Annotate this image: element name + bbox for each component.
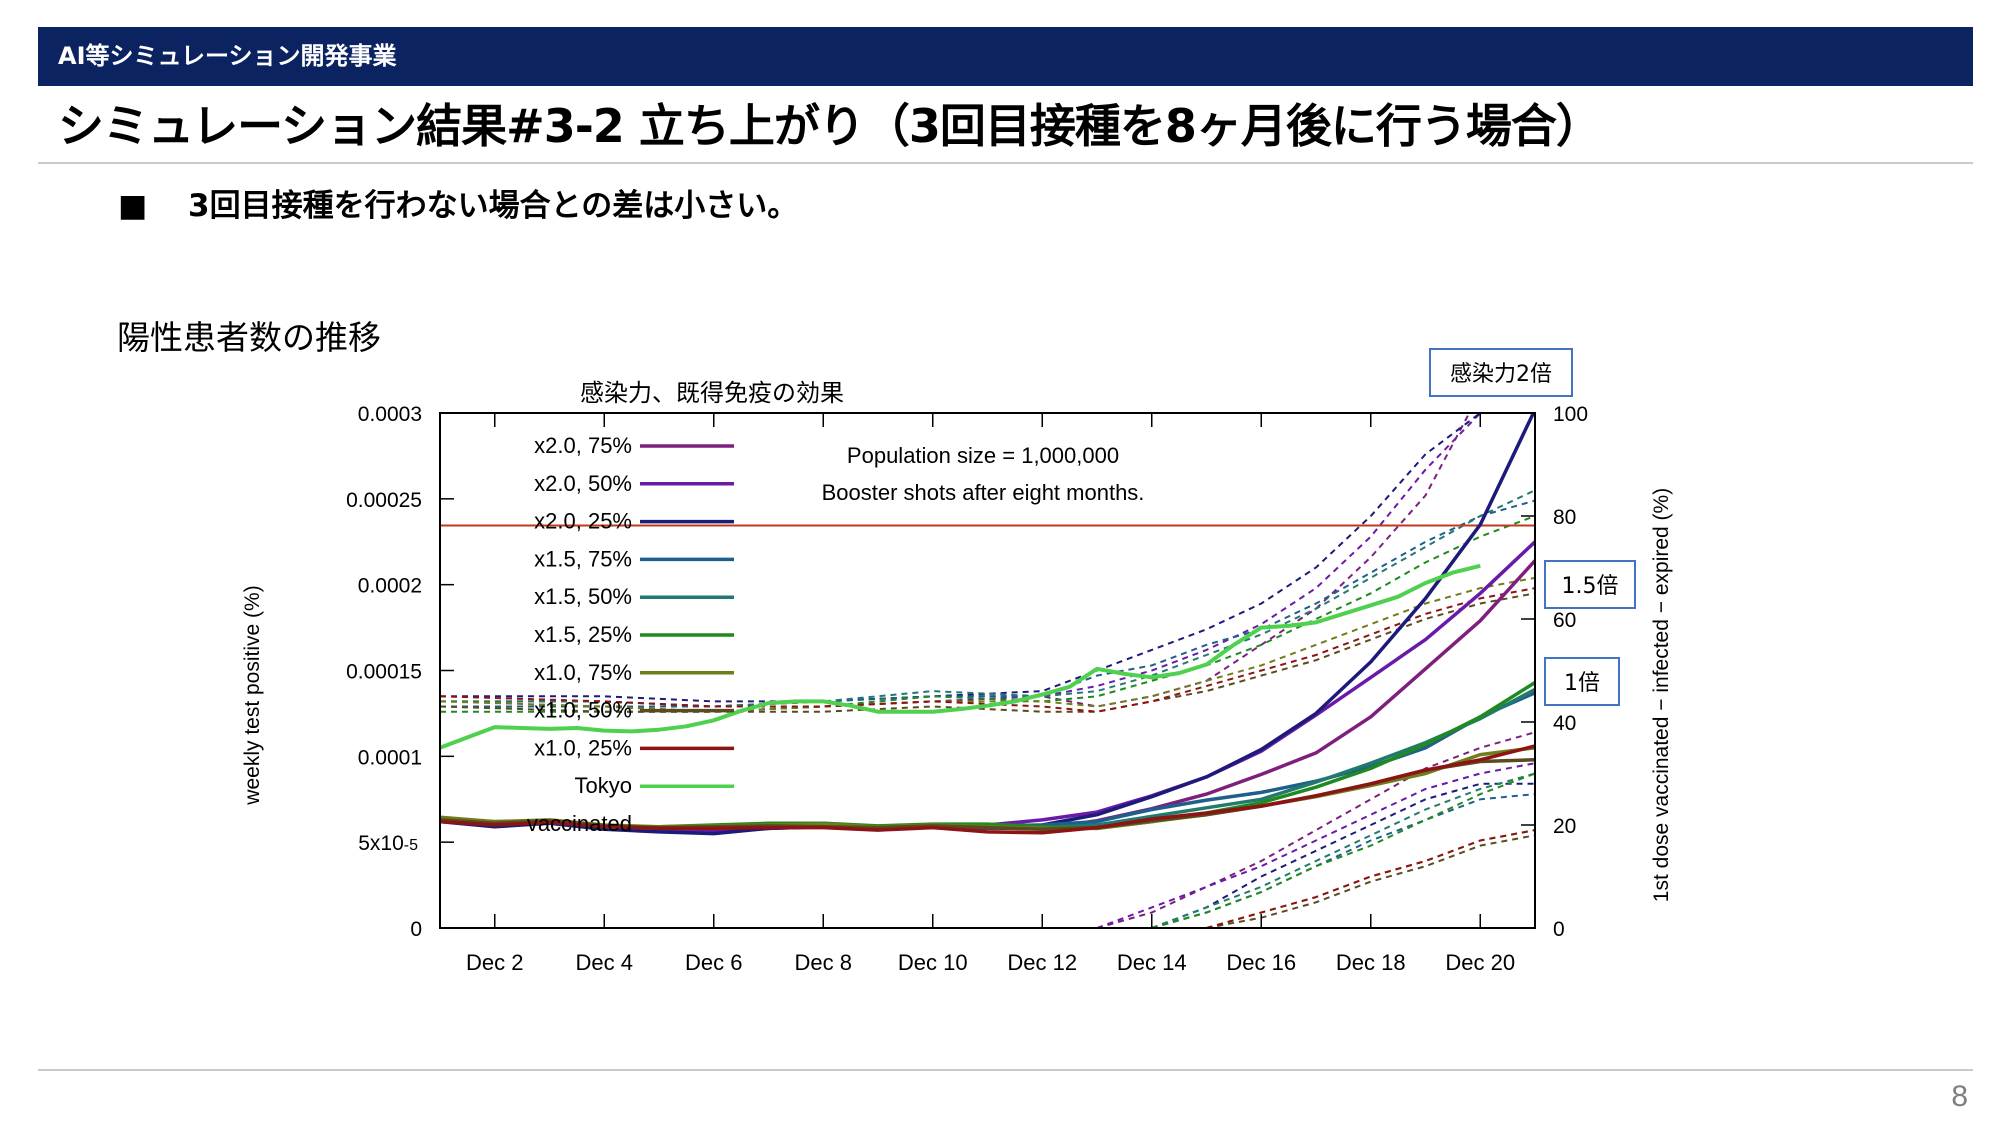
y-left-tick-label: 0.00025 xyxy=(346,489,422,512)
y-right-tick-label: 100 xyxy=(1553,403,1588,426)
legend-label: x1.5, 50% xyxy=(534,584,632,609)
chart-subtitle: 感染力、既得免疫の効果 xyxy=(580,379,844,407)
legend-label: x1.5, 75% xyxy=(534,546,632,571)
x-tick-label: Dec 18 xyxy=(1336,950,1406,975)
vaccinated-line-lower xyxy=(1151,782,1535,928)
y-right-tick-label: 60 xyxy=(1553,609,1576,632)
x-tick-label: Dec 12 xyxy=(1007,950,1077,975)
legend-label: Tokyo xyxy=(575,773,632,798)
axes: 0 5x10-5 0.0001 0.00015 0.0002 0.00025 0.0003 0… xyxy=(346,403,1588,975)
title-divider xyxy=(38,162,1973,164)
series-line-8 xyxy=(440,744,1535,835)
y-left-tick-label: 0.00015 xyxy=(346,661,422,684)
x-tick-label: Dec 10 xyxy=(898,950,968,975)
page-number: 8 xyxy=(1951,1080,1968,1113)
bullet-point: ■ 3回目接種を行わない場合との差は小さい。 xyxy=(118,186,798,226)
x-tick-label: Dec 8 xyxy=(795,950,852,975)
vaccinated-line-upper xyxy=(440,413,1482,713)
legend-label: x1.0, 50% xyxy=(534,698,632,723)
callout-1-5x-label: 1.5倍 xyxy=(1562,574,1619,599)
x-tick-label: Dec 2 xyxy=(466,950,523,975)
footer-divider xyxy=(38,1069,1973,1071)
callout-2x: 感染力2倍 xyxy=(1429,348,1573,397)
legend-label: x1.5, 25% xyxy=(534,622,632,647)
x-tick-label: Dec 16 xyxy=(1226,950,1296,975)
vaccinated-line-lower xyxy=(1151,772,1535,928)
vaccinated-line-lower xyxy=(1151,772,1535,928)
vaccinated-line-lower xyxy=(1206,829,1535,928)
callout-1-5x: 1.5倍 xyxy=(1544,560,1636,609)
y-left-tick-label: 0.0002 xyxy=(358,575,422,598)
callout-1x-label: 1倍 xyxy=(1564,671,1600,696)
y-right-tick-label: 0 xyxy=(1553,918,1565,941)
header-banner: AI等シミュレーション開発事業 xyxy=(38,27,1973,86)
y-left-tick-label: 0 xyxy=(410,918,422,941)
y-left-tick-label: 0.0001 xyxy=(358,746,422,769)
vaccinated-line-lower xyxy=(1096,731,1535,928)
y-axis-left-label: weekly test positive (%) xyxy=(241,585,264,805)
callout-1x: 1倍 xyxy=(1544,657,1620,706)
legend-label: x2.0, 50% xyxy=(534,471,632,496)
legend-label: x1.0, 25% xyxy=(534,735,632,760)
y-right-tick-label: 80 xyxy=(1553,506,1576,529)
x-tick-label: Dec 14 xyxy=(1117,950,1187,975)
series-line-9 xyxy=(440,563,1481,750)
annotation-population: Population size = 1,000,000 xyxy=(847,443,1119,468)
x-tick-label: Dec 6 xyxy=(685,950,742,975)
legend-label: x2.0, 75% xyxy=(534,433,632,458)
y-left-tick-label: 5x10-5 xyxy=(358,832,418,855)
x-tick-label: Dec 4 xyxy=(576,950,633,975)
y-left-tick-label: 0.0003 xyxy=(358,403,422,426)
chart-heading: 陽性患者数の推移 xyxy=(117,318,381,357)
callout-2x-label: 感染力2倍 xyxy=(1450,362,1552,387)
slide-title: シミュレーション結果#3-2 立ち上がり（3回目接種を8ヶ月後に行う場合） xyxy=(58,99,1602,153)
banner-label: AI等シミュレーション開発事業 xyxy=(58,42,397,70)
legend-label-vaccinated: vaccinated xyxy=(527,811,632,836)
x-tick-label: Dec 20 xyxy=(1445,950,1515,975)
legend: x2.0, 75% x2.0, 50% x2.0, 25% x1.5, 75% x1.5… xyxy=(527,433,734,836)
vaccinated-line-lower xyxy=(1096,762,1535,928)
y-right-tick-label: 40 xyxy=(1553,712,1576,735)
series-lines xyxy=(440,413,1535,928)
square-bullet-icon: ■ xyxy=(118,188,148,224)
legend-label: x1.0, 75% xyxy=(534,660,632,685)
annotation-booster: Booster shots after eight months. xyxy=(822,480,1145,505)
y-axis-right-label: 1st dose vaccinated − infected − expired… xyxy=(1650,488,1673,902)
plot-area xyxy=(440,413,1535,928)
vaccinated-line-upper xyxy=(440,592,1535,713)
bullet-text: 3回目接種を行わない場合との差は小さい。 xyxy=(188,188,799,224)
legend-label: x2.0, 25% xyxy=(534,509,632,534)
y-right-tick-label: 20 xyxy=(1553,815,1576,838)
